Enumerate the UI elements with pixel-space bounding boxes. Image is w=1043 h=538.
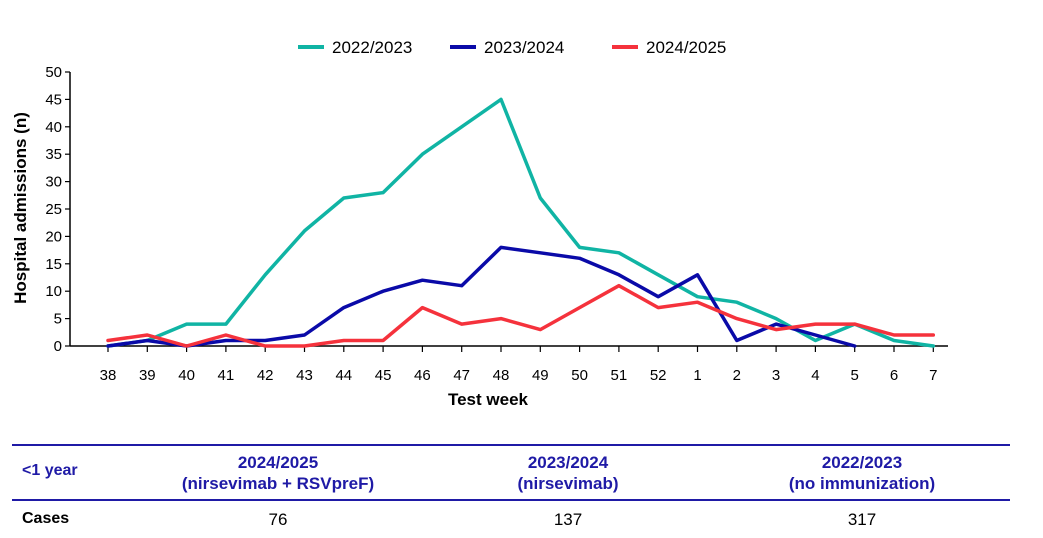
x-axis-title: Test week [448, 390, 529, 409]
season-label: 2024/2025 [237, 453, 319, 472]
season-label: 2022/2023 [821, 453, 903, 472]
y-axis-title: Hospital admissions (n) [11, 112, 30, 304]
x-tick-label: 4 [811, 367, 819, 384]
column-header-2023-2024: 2023/2024 (nirsevimab) [448, 452, 688, 494]
y-tick-label: 5 [54, 311, 62, 328]
column-header-2022-2023: 2022/2023 (no immunization) [742, 452, 982, 494]
x-tick-label: 47 [453, 367, 470, 384]
y-tick-label: 15 [45, 256, 62, 273]
y-tick-label: 25 [45, 201, 62, 218]
column-header-2024-2025: 2024/2025 (nirsevimab + RSVpreF) [158, 452, 398, 494]
series-line-2022-2023 [106, 97, 936, 348]
y-tick-label: 0 [54, 338, 62, 355]
x-tick-label: 3 [772, 367, 780, 384]
table-header-rule [12, 499, 1010, 501]
legend-label: 2024/2025 [646, 38, 726, 57]
x-tick-label: 6 [890, 367, 898, 384]
legend-label: 2022/2023 [332, 38, 412, 57]
series-lines [106, 97, 936, 348]
y-tick-label: 40 [45, 119, 62, 136]
x-tick-label: 51 [611, 367, 628, 384]
x-tick-label: 7 [929, 367, 937, 384]
series-line-2024-2025 [106, 283, 936, 348]
table-top-rule [12, 444, 1010, 446]
y-tick-label: 35 [45, 146, 62, 163]
y-tick-label: 10 [45, 283, 62, 300]
y-tick-label: 30 [45, 174, 62, 191]
season-note: (no immunization) [788, 474, 936, 493]
x-tick-label: 50 [571, 367, 588, 384]
x-tick-label: 49 [532, 367, 549, 384]
x-tick-label: 43 [296, 367, 313, 384]
cases-2024-2025: 76 [268, 510, 288, 529]
x-axis: 38 39 40 41 42 43 44 45 46 47 48 49 50 51 52 1 2 3 4 5 6 7 [70, 345, 948, 384]
x-tick-label: 39 [139, 367, 156, 384]
x-tick-label: 44 [335, 367, 352, 384]
x-tick-label: 46 [414, 367, 431, 384]
y-tick-label: 45 [45, 91, 62, 108]
x-tick-label: 41 [218, 367, 235, 384]
legend-label: 2023/2024 [484, 38, 564, 57]
x-tick-label: 52 [650, 367, 667, 384]
cases-2023-2024: 137 [553, 510, 583, 529]
y-tick-label: 50 [45, 64, 62, 81]
series-line-2023-2024 [106, 245, 857, 348]
age-group-label: <1 year [22, 462, 78, 479]
season-label: 2023/2024 [527, 453, 609, 472]
season-note: (nirsevimab + RSVpreF) [181, 474, 375, 493]
x-tick-label: 40 [178, 367, 195, 384]
cases-row-label: Cases [22, 510, 70, 527]
y-axis: 0 5 10 15 20 25 30 35 40 45 50 [45, 64, 71, 355]
chart-legend: 2022/2023 2023/2024 2024/2025 [298, 38, 726, 57]
x-tick-label: 45 [375, 367, 392, 384]
line-chart: 2022/2023 2023/2024 2024/2025 051015202530… [11, 38, 948, 409]
x-tick-label: 42 [257, 367, 274, 384]
x-tick-label: 48 [493, 367, 510, 384]
cases-2022-2023: 317 [847, 510, 877, 529]
x-tick-label: 38 [100, 367, 117, 384]
x-tick-label: 5 [851, 367, 859, 384]
x-tick-label: 2 [733, 367, 741, 384]
y-tick-label: 20 [45, 228, 62, 245]
season-note: (nirsevimab) [517, 474, 619, 493]
x-tick-label: 1 [693, 367, 701, 384]
